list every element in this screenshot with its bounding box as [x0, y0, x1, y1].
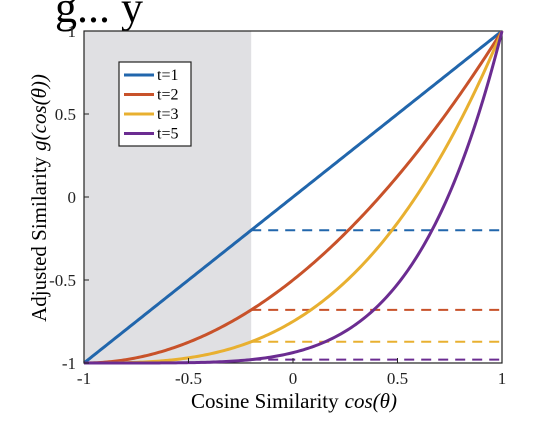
threshold-lines: [251, 229, 502, 361]
y-tick-label: -1: [62, 354, 76, 373]
x-tick-label: 1: [498, 369, 507, 388]
legend-label-t=5: t=5: [157, 126, 178, 143]
y-tick-label: 0: [68, 188, 77, 207]
legend-label-t=2: t=2: [157, 87, 178, 104]
x-tick-label: -0.5: [175, 369, 202, 388]
y-tick-label: 0.5: [55, 105, 76, 124]
x-tick-label: 0: [289, 369, 298, 388]
legend-label-t=3: t=3: [157, 106, 178, 123]
x-axis-label-math: cos(θ): [345, 389, 397, 413]
y-axis-label: Adjusted Similarity g(cos(θ)): [27, 74, 51, 322]
y-tick-label: 1: [68, 22, 77, 41]
series-line-t=2: [83, 30, 504, 365]
series-lines: [83, 29, 504, 365]
x-axis-ticks: -1 -0.5 0 0.5 1: [77, 358, 506, 388]
x-axis-label: Cosine Similarity cos(θ): [191, 389, 397, 413]
legend: t=1 t=2 t=3 t=5: [118, 61, 192, 147]
y-axis-label-math: g(cos(θ)): [27, 74, 51, 151]
title-fragment: g... y: [55, 0, 143, 32]
x-tick-label: -1: [77, 369, 91, 388]
y-tick-label: -0.5: [49, 271, 76, 290]
y-axis-label-text: Adjusted Similarity: [27, 156, 51, 322]
x-axis-label-text: Cosine Similarity: [191, 389, 339, 413]
series-line-t=1: [83, 29, 503, 365]
series-line-t=5: [84, 30, 504, 365]
x-tick-label: 0.5: [387, 369, 408, 388]
y-axis-ticks: -1 -0.5 0 0.5 1: [49, 22, 89, 373]
legend-label-t=1: t=1: [157, 67, 178, 84]
